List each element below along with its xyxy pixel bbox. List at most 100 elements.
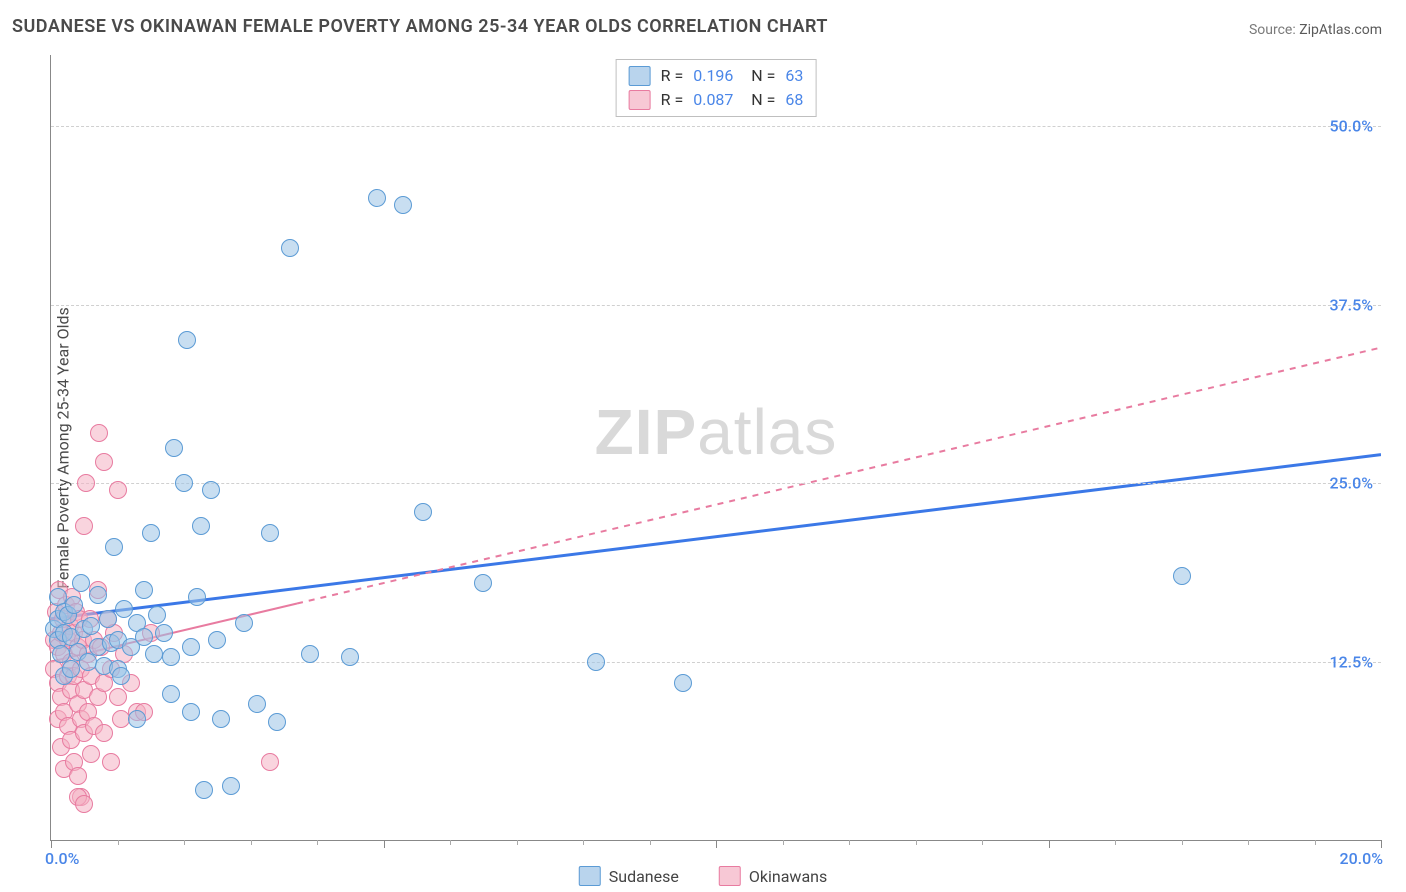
scatter-point [1173,567,1191,585]
gridline [51,126,1381,127]
scatter-point [261,524,279,542]
scatter-point [62,660,80,678]
legend-label: Sudanese [609,867,679,886]
scatter-point [90,424,108,442]
scatter-point [192,517,210,535]
scatter-point [414,503,432,521]
scatter-point [89,586,107,604]
x-tick-minor [783,840,784,845]
legend-stats-row: R = 0.196 N = 63 [629,64,804,88]
r-label: R = [661,88,684,112]
y-tick-label: 37.5% [1329,295,1373,314]
x-tick-minor [1182,840,1183,845]
scatter-point [235,614,253,632]
x-tick-major [51,840,52,848]
n-value: 63 [785,64,803,88]
scatter-point [212,710,230,728]
y-axis-title: Female Poverty Among 25-34 Year Olds [54,307,73,589]
scatter-point [248,695,266,713]
n-value: 68 [785,88,803,112]
x-tick-minor [849,840,850,845]
gridline [51,483,1381,484]
legend-swatch-blue [579,866,601,886]
legend-item-okinawans: Okinawans [719,866,827,886]
y-tick-label: 25.0% [1329,474,1373,493]
scatter-point [109,481,127,499]
scatter-point [165,439,183,457]
legend-swatch-pink [719,866,741,886]
scatter-point [281,239,299,257]
scatter-point [155,624,173,642]
x-tick-minor [184,840,185,845]
x-tick-minor [251,840,252,845]
trend-lines [51,55,1381,840]
x-tick-minor [1115,840,1116,845]
scatter-point [95,724,113,742]
scatter-point [115,600,133,618]
scatter-point [109,688,127,706]
scatter-point [112,667,130,685]
scatter-point [99,610,117,628]
scatter-point [178,331,196,349]
x-tick-major [1049,840,1050,848]
legend-label: Okinawans [749,867,827,886]
x-tick-minor [517,840,518,845]
scatter-point [674,674,692,692]
legend-swatch-pink [629,90,651,110]
scatter-point [72,574,90,592]
scatter-point [142,524,160,542]
scatter-point [474,574,492,592]
scatter-point [145,645,163,663]
legend-stats-row: R = 0.087 N = 68 [629,88,804,112]
scatter-point [341,648,359,666]
x-max-label: 20.0% [1339,849,1383,868]
x-tick-major [384,840,385,848]
scatter-point [175,474,193,492]
x-tick-major [716,840,717,848]
y-tick-label: 50.0% [1329,117,1373,136]
x-min-label: 0.0% [45,849,79,868]
scatter-point [587,653,605,671]
n-label: N = [751,64,775,88]
r-value: 0.196 [693,64,741,88]
watermark: ZIPatlas [595,395,838,469]
scatter-point [69,767,87,785]
scatter-point [301,645,319,663]
x-tick-minor [1315,840,1316,845]
scatter-point [182,703,200,721]
scatter-point [202,481,220,499]
x-tick-minor [317,840,318,845]
scatter-plot: Female Poverty Among 25-34 Year Olds ZIP… [50,55,1381,841]
x-tick-minor [1248,840,1249,845]
x-tick-minor [650,840,651,845]
bottom-legend: Sudanese Okinawans [579,866,827,886]
scatter-point [162,685,180,703]
chart-title: SUDANESE VS OKINAWAN FEMALE POVERTY AMON… [12,16,828,37]
scatter-point [368,189,386,207]
legend-stats-box: R = 0.196 N = 63 R = 0.087 N = 68 [616,59,817,117]
scatter-point [222,777,240,795]
scatter-point [105,538,123,556]
gridline [51,305,1381,306]
x-tick-major [1381,840,1382,848]
legend-swatch-blue [629,66,651,86]
scatter-point [261,753,279,771]
trend-line-sudanese [51,455,1381,619]
source-value: ZipAtlas.com [1299,22,1382,38]
x-tick-minor [583,840,584,845]
scatter-point [148,606,166,624]
source-attribution: Source: ZipAtlas.com [1249,22,1382,38]
scatter-point [75,795,93,813]
gridline [51,662,1381,663]
scatter-point [188,588,206,606]
watermark-suffix: atlas [697,396,837,468]
r-label: R = [661,64,684,88]
watermark-prefix: ZIP [595,396,698,468]
scatter-point [65,596,83,614]
scatter-point [102,753,120,771]
x-tick-minor [450,840,451,845]
scatter-point [182,638,200,656]
scatter-point [195,781,213,799]
scatter-point [135,581,153,599]
scatter-point [135,628,153,646]
